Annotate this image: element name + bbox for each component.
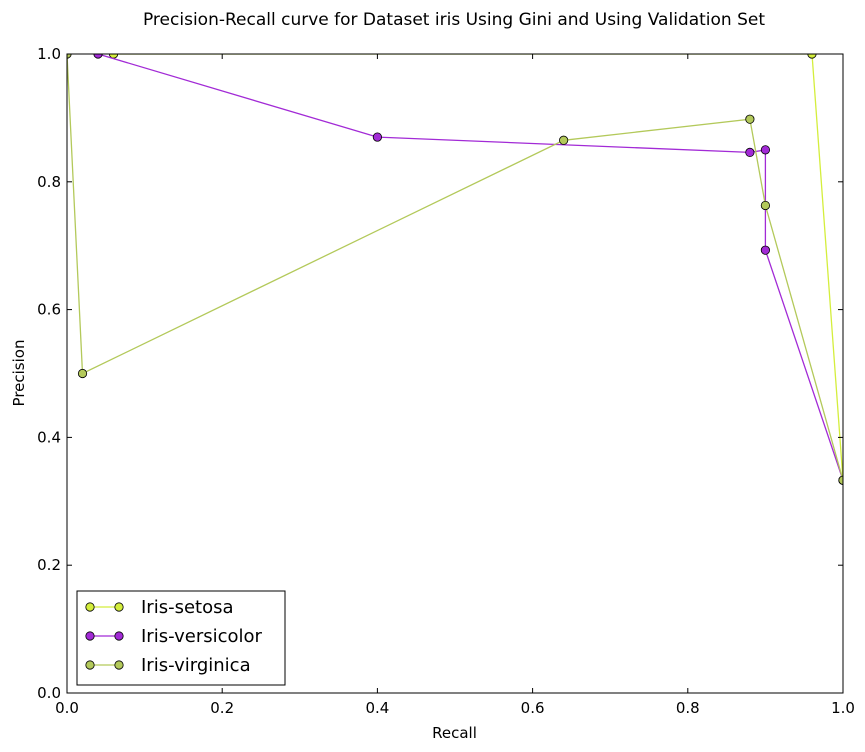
- legend: Iris-setosa Iris-versicolor Iris-virginica: [76, 590, 286, 686]
- plot-area: 0.0 0.2 0.4 0.6 0.8 1.0 0.0 0.2 0.4 0.6 0.8 1.0: [37, 45, 855, 717]
- series-line-2: [67, 54, 843, 481]
- legend-marker-b-1: [114, 631, 124, 641]
- x-tick-label-2: 0.4: [365, 699, 389, 717]
- legend-marker-b-0: [114, 602, 124, 612]
- data-point-2-3: [745, 114, 755, 124]
- y-tick-label-2: 0.4: [37, 428, 61, 446]
- series-layer: [67, 54, 843, 485]
- data-point-1-0: [93, 54, 103, 59]
- legend-marker-a-1: [85, 631, 95, 641]
- data-point-2-2: [559, 135, 569, 145]
- legend-label-2: Iris-virginica: [141, 655, 251, 676]
- legend-marker-a-0: [85, 602, 95, 612]
- legend-marker-b-2: [114, 660, 124, 670]
- x-axis-label: Recall: [432, 724, 477, 742]
- x-tick-label-0: 0.0: [55, 699, 79, 717]
- y-tick-label-1: 0.2: [37, 556, 61, 574]
- legend-label-1: Iris-versicolor: [141, 626, 263, 647]
- legend-label-0: Iris-setosa: [141, 597, 234, 618]
- x-tick-label-5: 1.0: [831, 699, 855, 717]
- x-tick-label-1: 0.2: [210, 699, 234, 717]
- data-point-2-4: [760, 200, 771, 211]
- y-tick-label-5: 1.0: [37, 45, 61, 63]
- y-tick-label-4: 0.8: [37, 173, 61, 191]
- data-point-2-1: [77, 368, 88, 379]
- x-tick-label-3: 0.6: [521, 699, 545, 717]
- data-point-1-2: [745, 147, 755, 158]
- y-tick-label-0: 0.0: [37, 684, 61, 702]
- series-line-0: [113, 54, 843, 481]
- data-point-1-1: [372, 132, 382, 142]
- data-point-0-1: [807, 54, 817, 59]
- chart-title: Precision-Recall curve for Dataset iris …: [143, 10, 765, 30]
- plot-frame: [66, 53, 844, 694]
- data-point-2-0: [67, 54, 72, 59]
- legend-marker-a-2: [85, 660, 95, 670]
- y-axis-label: Precision: [10, 340, 28, 407]
- data-point-1-3: [760, 145, 771, 155]
- data-point-1-4: [760, 245, 771, 255]
- y-tick-label-3: 0.6: [37, 301, 61, 319]
- x-tick-label-4: 0.8: [676, 699, 700, 717]
- series-line-1: [97, 54, 843, 481]
